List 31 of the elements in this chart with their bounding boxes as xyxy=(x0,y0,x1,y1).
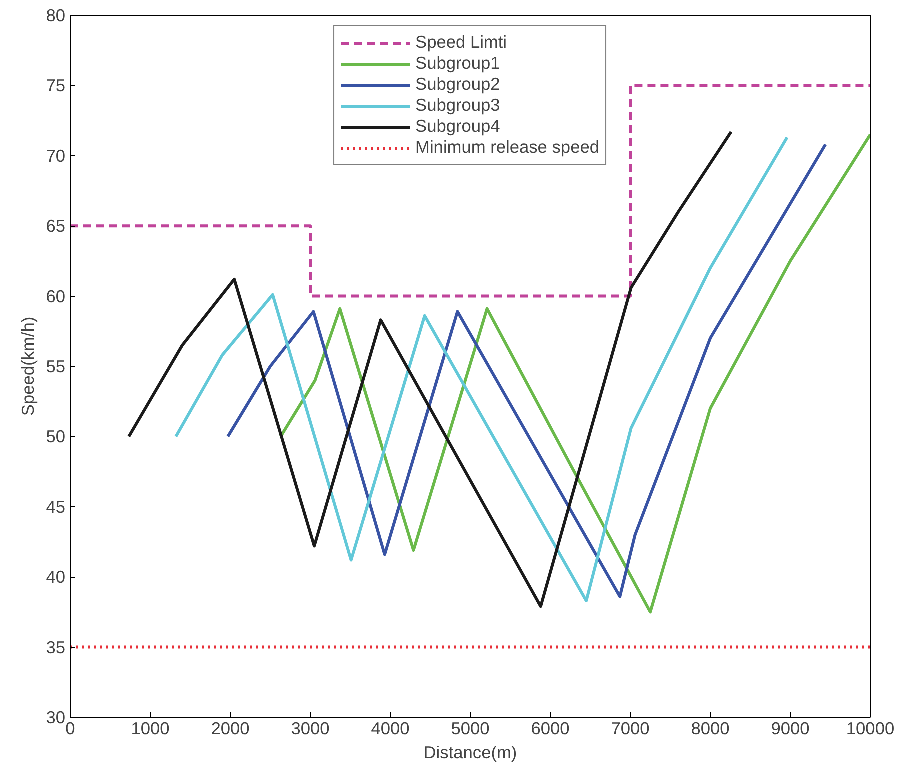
y-tick-label: 55 xyxy=(46,356,66,376)
y-tick-label: 30 xyxy=(46,708,66,728)
x-tick-label: 1000 xyxy=(131,718,170,738)
y-tick-label: 45 xyxy=(46,496,66,517)
legend-label: Speed Limti xyxy=(416,32,508,53)
y-tick-label: 40 xyxy=(46,567,66,588)
y-tick-label: 60 xyxy=(46,286,66,306)
x-tick-label: 7000 xyxy=(611,718,650,738)
legend-label: Minimum release speed xyxy=(416,137,600,158)
x-tick-label: 2000 xyxy=(211,718,250,738)
x-tick-label: 3000 xyxy=(291,718,330,738)
legend-label: Subgroup4 xyxy=(416,116,500,137)
y-tick-label: 80 xyxy=(46,6,66,26)
y-axis-title: Speed(km/h) xyxy=(18,316,38,416)
y-tick-label: 70 xyxy=(46,146,66,166)
x-axis-title: Distance(m) xyxy=(424,742,518,762)
x-tick-label: 0 xyxy=(66,718,76,738)
y-tick-label: 50 xyxy=(46,426,66,447)
x-tick-label: 9000 xyxy=(771,718,810,738)
y-tick-label: 65 xyxy=(46,216,66,236)
legend-label: Subgroup1 xyxy=(416,53,500,74)
x-tick-label: 6000 xyxy=(531,718,570,738)
x-tick-label: 4000 xyxy=(371,718,410,738)
y-tick-label: 35 xyxy=(46,637,66,658)
legend-label: Subgroup2 xyxy=(416,74,500,95)
legend-label: Subgroup3 xyxy=(416,95,500,116)
x-tick-label: 8000 xyxy=(691,718,730,738)
x-tick-label: 10000 xyxy=(846,718,895,738)
y-tick-label: 75 xyxy=(46,76,66,96)
x-tick-label: 5000 xyxy=(451,718,490,738)
line-series xyxy=(174,136,789,602)
